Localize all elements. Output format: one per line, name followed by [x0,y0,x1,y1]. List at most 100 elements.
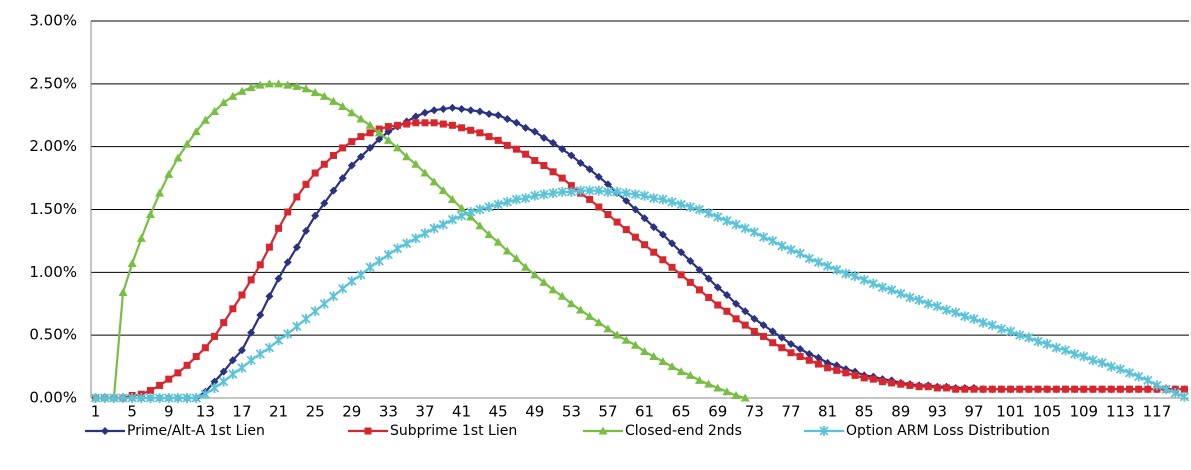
marker [101,427,109,435]
y-tick-label: 1.00% [29,263,77,281]
marker [328,291,339,302]
marker [951,307,961,318]
marker [621,335,631,344]
marker [1079,351,1089,362]
marker [658,230,667,239]
marker [256,261,264,269]
marker [301,84,311,93]
marker [860,374,868,382]
marker [127,259,137,268]
marker [364,427,372,435]
marker [1152,380,1162,391]
marker [850,271,860,282]
marker [466,106,475,115]
marker [384,123,392,131]
marker [722,290,731,299]
marker [952,385,960,393]
marker [265,243,273,251]
marker [676,367,686,376]
marker [210,377,219,386]
marker [943,384,951,392]
marker [430,106,439,115]
marker [247,328,256,337]
marker [1134,371,1144,382]
marker [549,168,557,176]
marker [639,190,650,201]
marker [668,263,676,271]
marker [832,264,842,275]
marker [283,328,293,339]
marker [457,104,466,113]
marker [705,293,713,301]
marker [896,288,906,299]
marker [485,109,494,118]
marker [246,355,256,366]
marker [923,298,933,309]
marker [476,129,484,137]
y-tick-label: 3.00% [29,12,77,30]
marker [714,301,722,309]
marker [319,298,329,309]
marker [209,382,220,393]
marker [598,426,608,435]
marker [1097,357,1107,368]
marker [420,228,430,239]
marker [1005,326,1016,337]
marker [631,233,639,241]
marker [311,211,320,220]
marker [302,180,310,188]
marker [494,136,502,144]
marker [402,238,412,249]
marker [531,156,539,164]
marker [805,356,813,364]
marker [429,177,439,186]
marker [374,256,384,267]
marker [677,271,685,279]
marker [731,219,741,230]
marker [1016,385,1024,393]
marker [90,393,101,403]
marker [219,98,229,107]
marker [961,385,969,393]
marker [1116,385,1124,393]
marker [915,383,923,391]
marker [1042,338,1052,349]
marker [264,342,275,353]
x-tick-label: 77 [781,403,800,421]
marker [630,340,640,349]
x-tick-label: 89 [891,403,910,421]
marker [805,350,814,359]
marker [667,196,677,207]
marker [722,387,732,396]
marker [475,221,485,230]
marker [127,393,137,403]
marker [842,369,850,377]
marker [339,144,347,152]
marker [622,226,630,234]
x-tick-label: 33 [379,403,398,421]
marker [522,150,530,158]
marker [795,248,805,259]
marker [649,352,659,361]
marker [796,344,805,353]
marker [274,274,283,283]
marker [1052,385,1060,393]
marker [247,276,255,284]
marker [1107,385,1115,393]
marker [228,91,238,100]
marker [824,364,832,372]
marker [503,115,512,124]
marker [649,223,658,232]
marker [347,108,357,117]
marker [1051,342,1061,353]
marker [1061,385,1069,393]
marker [557,291,567,300]
marker [319,91,329,100]
marker [439,104,448,113]
x-tick-label: 61 [635,403,654,421]
marker [777,333,786,342]
marker [631,205,640,214]
x-tick-label: 97 [964,403,983,421]
marker [475,107,484,116]
marker [438,219,448,230]
